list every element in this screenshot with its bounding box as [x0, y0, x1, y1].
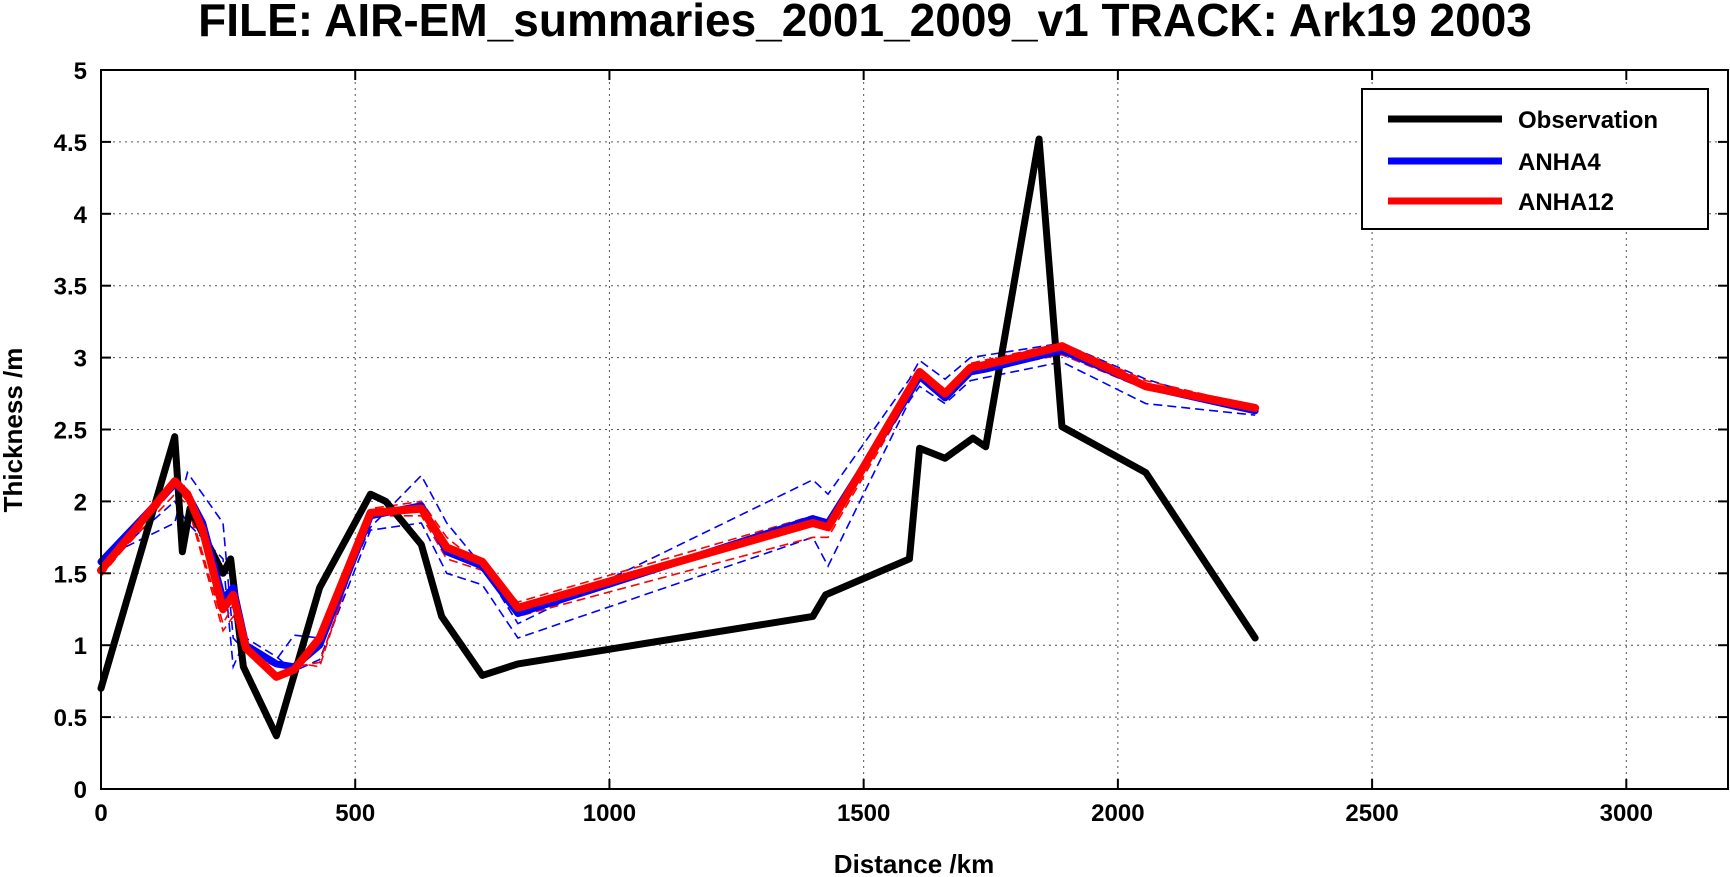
ensemble-line-blue — [100, 361, 1256, 673]
chart-title: FILE: AIR-EM_summaries_2001_2009_v1 TRAC… — [198, 0, 1532, 46]
y-tick-label: 2 — [74, 489, 87, 516]
y-axis-label: Thickness /m — [0, 348, 28, 513]
y-tick-label: 4 — [74, 202, 88, 229]
x-tick-label: 3000 — [1600, 800, 1653, 827]
ensemble-line-red — [100, 353, 1256, 675]
series-line-observation — [97, 135, 1259, 740]
ensemble-lines — [100, 342, 1256, 675]
x-tick-label: 1000 — [583, 800, 636, 827]
x-tick-label: 2000 — [1091, 800, 1144, 827]
y-tick-label: 0 — [74, 777, 87, 804]
y-tick-label: 5 — [74, 58, 87, 85]
legend-label-observation: Observation — [1518, 107, 1658, 134]
x-tick-label: 1500 — [837, 800, 890, 827]
grid — [101, 70, 1728, 789]
y-tick-label: 3 — [74, 346, 87, 373]
series-line-anha12 — [97, 342, 1260, 681]
series-line-anha4 — [97, 346, 1259, 671]
y-tick-label: 1 — [74, 633, 87, 660]
y-tick-label: 1.5 — [54, 561, 87, 588]
series-lines — [97, 135, 1260, 740]
legend-label-anha12: ANHA12 — [1518, 189, 1614, 216]
legend: Observation ANHA4 ANHA12 — [1361, 88, 1709, 230]
legend-label-anha4: ANHA4 — [1518, 149, 1601, 176]
y-tick-label: 4.5 — [54, 130, 87, 157]
y-tick-label: 2.5 — [54, 418, 87, 445]
x-tick-label: 0 — [94, 800, 107, 827]
y-tick-label: 3.5 — [54, 274, 87, 301]
x-tick-label: 2500 — [1345, 800, 1398, 827]
y-tick-label: 0.5 — [54, 705, 87, 732]
x-tick-label: 500 — [335, 800, 375, 827]
ensemble-line-red — [100, 342, 1256, 668]
axis-ticks: 0 500 1000 1500 2000 2500 3000 0 0.5 1 1.5 2 2.5 3 3.5… — [54, 58, 1728, 827]
x-axis-label: Distance /km — [834, 849, 994, 877]
